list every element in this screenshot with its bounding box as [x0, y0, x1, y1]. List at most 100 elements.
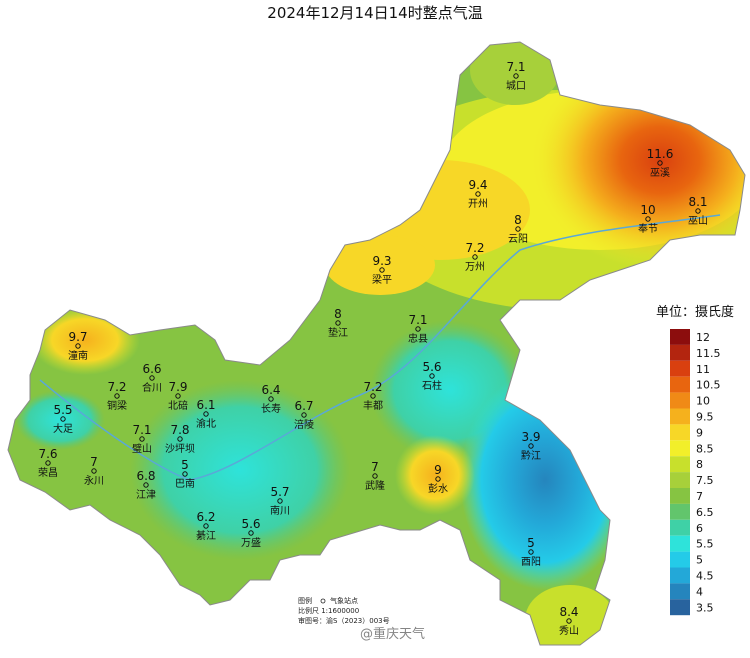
station: 7 武隆 — [365, 460, 385, 492]
legend-label: 8.5 — [696, 442, 714, 455]
station-value: 9 — [434, 463, 442, 477]
station-name: 永川 — [84, 474, 104, 487]
station-value: 5 — [527, 536, 535, 550]
station-value: 11.6 — [647, 147, 674, 161]
station: 8 云阳 — [508, 213, 528, 245]
station-label: 气象站点 — [330, 596, 358, 605]
station-dot — [177, 436, 183, 442]
station-value: 5.6 — [241, 517, 260, 531]
legend-swatch — [670, 503, 690, 520]
station-dot — [429, 373, 435, 379]
legend: 单位：摄氏度 12 11.5 11 10.5 10 9.5 9 8.5 8 7.5 7 6.5 6 5.5 5… — [656, 304, 734, 616]
station-name: 云阳 — [508, 233, 528, 245]
legend-swatch — [670, 472, 690, 488]
station-dot — [415, 326, 421, 332]
scale: 比例尺 1:1600000 — [298, 606, 359, 615]
station-name: 梁平 — [372, 273, 392, 286]
station-name: 北碚 — [168, 399, 188, 412]
station-dot — [695, 208, 701, 214]
legend-swatch — [670, 376, 690, 393]
legend-label: 8 — [696, 458, 703, 471]
station-dot — [175, 393, 181, 399]
station: 7.8 沙坪坝 — [165, 423, 195, 455]
station-dot — [248, 530, 254, 536]
station-name: 江津 — [136, 489, 156, 501]
station: 7 永川 — [84, 455, 104, 487]
legend-label: 7 — [696, 490, 703, 503]
legend-label: 图例 — [298, 596, 312, 605]
station: 5.6 石柱 — [422, 360, 442, 392]
station: 7.2 丰都 — [363, 380, 383, 412]
station-name: 万州 — [465, 261, 485, 273]
watermark: @重庆天气 — [360, 626, 425, 642]
legend-label: 9 — [696, 426, 703, 439]
station: 5.7 南川 — [270, 485, 290, 517]
station-value: 7.2 — [363, 380, 382, 394]
legend-label: 6 — [696, 522, 703, 535]
station-value: 7.1 — [408, 313, 427, 327]
station: 9 彭水 — [428, 463, 448, 495]
station: 7.1 城口 — [506, 60, 526, 92]
station-name: 石柱 — [422, 379, 442, 392]
boundary — [7, 41, 746, 646]
station-dot — [277, 498, 283, 504]
station-value: 6.6 — [142, 362, 161, 376]
station-name: 开州 — [468, 198, 488, 210]
station-value: 6.7 — [294, 399, 313, 413]
approval: 审图号：渝S（2023）003号 — [298, 616, 390, 625]
legend-swatch — [670, 360, 690, 377]
station-dot — [379, 267, 385, 273]
station: 3.9 黔江 — [521, 430, 541, 462]
legend-swatch — [670, 392, 690, 409]
station-name: 荣昌 — [38, 467, 58, 479]
station-name: 长寿 — [261, 402, 281, 415]
legend-label: 4.5 — [696, 570, 714, 583]
station: 7.2 铜梁 — [107, 380, 127, 412]
station-name: 黔江 — [521, 449, 541, 462]
station-dot — [515, 226, 521, 232]
legend-label: 5.5 — [696, 538, 714, 551]
station-value: 8.4 — [559, 605, 578, 619]
station-dot — [335, 320, 341, 326]
station: 7.1 忠县 — [408, 313, 428, 345]
station-name: 涪陵 — [294, 418, 314, 431]
station-name: 南川 — [270, 504, 290, 517]
map-title: 2024年12月14日14时整点气温 — [267, 4, 482, 22]
station: 6.2 綦江 — [196, 510, 216, 542]
station: 5.6 万盛 — [241, 517, 261, 549]
station-dot — [75, 343, 81, 349]
station-name: 巫山 — [688, 215, 708, 227]
station-dot — [645, 216, 651, 222]
temperature-field — [8, 42, 745, 645]
station-value: 7.2 — [465, 241, 484, 255]
station-name: 合川 — [142, 381, 162, 394]
station-value: 7.9 — [168, 380, 187, 394]
station-value: 5.5 — [53, 403, 72, 417]
station-name: 忠县 — [408, 333, 428, 345]
station: 8.1 巫山 — [688, 195, 708, 227]
legend-label: 10 — [696, 395, 710, 408]
legend-swatch — [670, 344, 690, 361]
station-dot — [182, 471, 188, 477]
station: 6.6 合川 — [142, 362, 162, 394]
station-value: 10 — [640, 203, 655, 217]
station-dot — [301, 412, 307, 418]
station-dot — [139, 436, 145, 442]
legend-swatch — [670, 551, 690, 568]
station-dot — [513, 73, 519, 79]
station-name: 丰都 — [363, 399, 383, 412]
station: 7.9 北碚 — [168, 380, 188, 412]
station: 9.3 梁平 — [372, 254, 392, 286]
station-value: 7.1 — [506, 60, 525, 74]
station-dot — [370, 393, 376, 399]
station-value: 8 — [514, 213, 522, 227]
station-name: 奉节 — [638, 222, 658, 235]
station: 6.1 渝北 — [196, 398, 216, 430]
station-value: 9.7 — [68, 330, 87, 344]
legend-swatch — [670, 599, 690, 616]
station-value: 8 — [334, 307, 342, 321]
station: 9.7 潼南 — [68, 330, 88, 362]
station-value: 7 — [371, 460, 379, 474]
station: 9.4 开州 — [468, 178, 488, 210]
